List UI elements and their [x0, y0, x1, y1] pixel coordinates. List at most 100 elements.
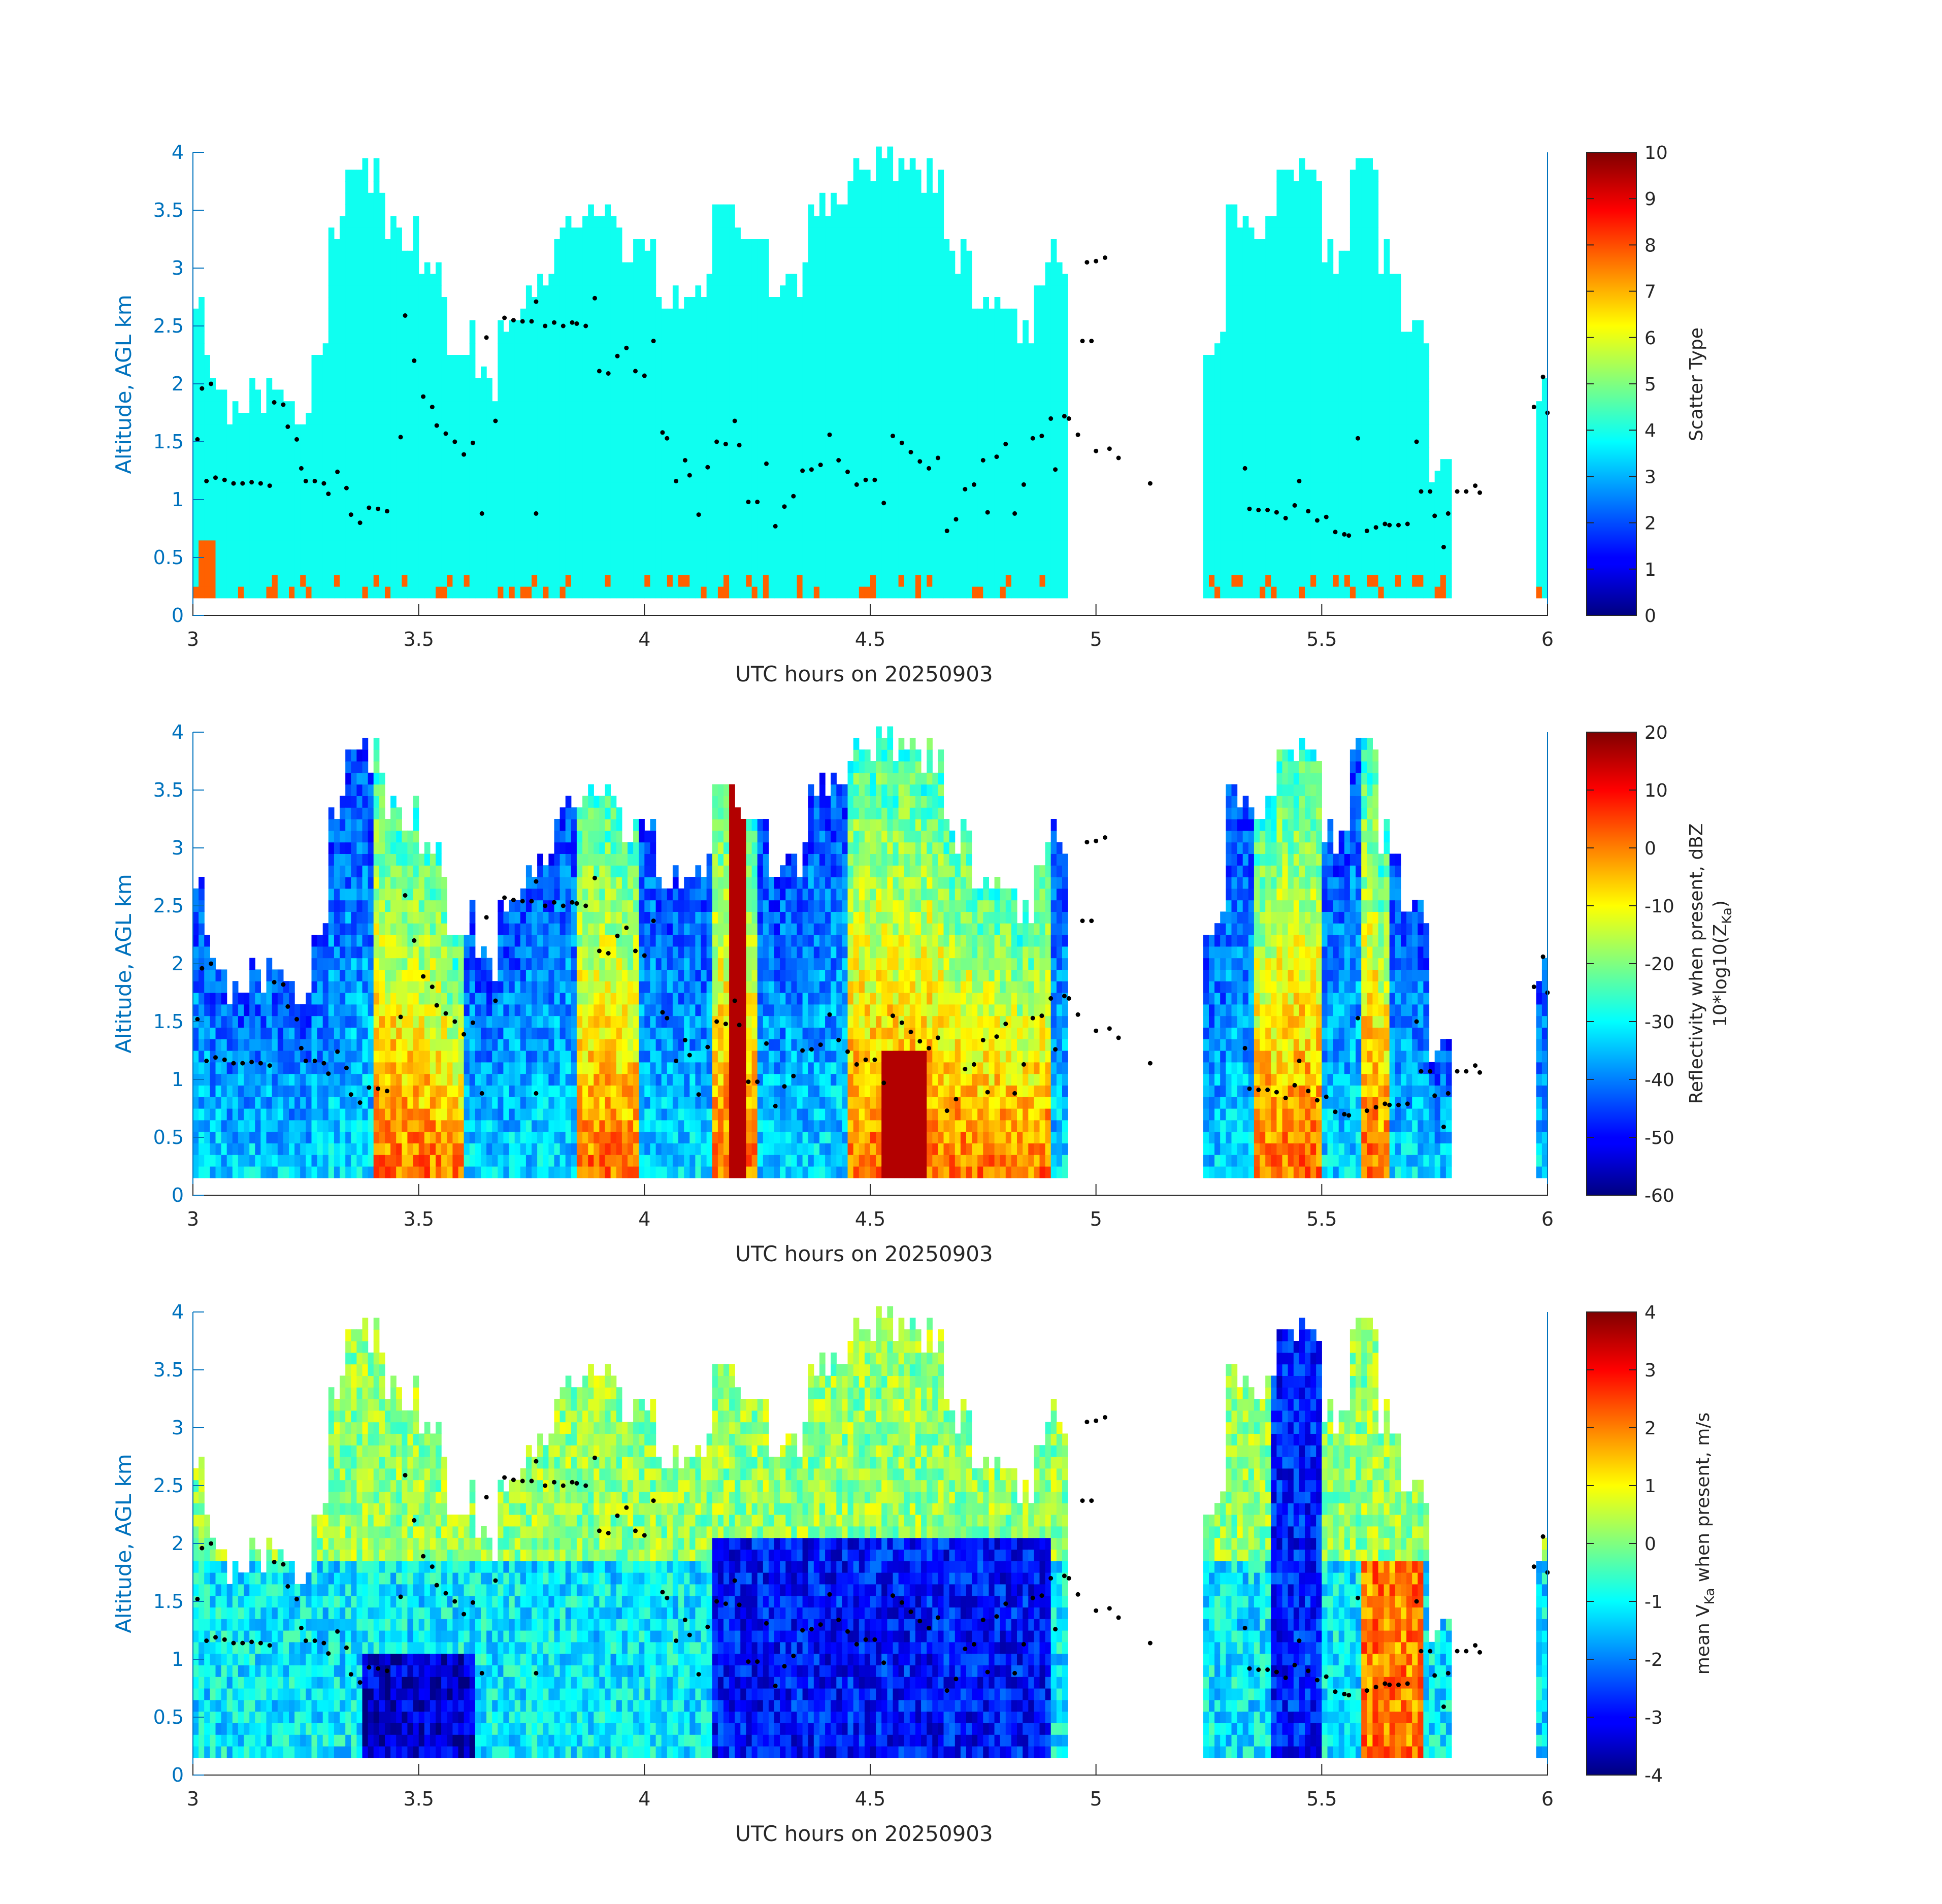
- heatmap-cell: [802, 471, 809, 483]
- heatmap-cell: [853, 540, 860, 552]
- heatmap-cell: [881, 332, 887, 344]
- heatmap-cell: [831, 285, 837, 298]
- heatmap-cell: [1242, 551, 1249, 564]
- heatmap-cell: [317, 540, 323, 552]
- heatmap-cell: [695, 494, 702, 506]
- heatmap-cell: [475, 529, 481, 541]
- heatmap-cell: [1248, 413, 1255, 425]
- heatmap-cell: [1045, 436, 1051, 448]
- heatmap-cell: [345, 320, 351, 332]
- heatmap-cell: [317, 378, 323, 390]
- heatmap-cell: [610, 227, 617, 240]
- heatmap-cell: [441, 413, 447, 425]
- heatmap-cell: [859, 355, 865, 367]
- heatmap-cell: [717, 274, 724, 286]
- heatmap-cell: [644, 517, 650, 529]
- heatmap-cell: [994, 517, 1001, 529]
- heatmap-cell: [356, 343, 363, 355]
- heatmap-cell: [842, 494, 848, 506]
- heatmap-cell: [430, 529, 436, 541]
- heatmap-cell: [876, 586, 882, 599]
- heatmap-cell: [402, 343, 408, 355]
- heatmap-cell: [532, 389, 538, 402]
- heatmap-cell: [1260, 529, 1266, 541]
- heatmap-cell: [458, 586, 465, 599]
- heatmap-cell: [452, 540, 459, 552]
- heatmap-cell: [780, 297, 786, 309]
- heatmap-cell: [729, 575, 735, 587]
- heatmap-cell: [390, 586, 397, 599]
- heatmap-cell: [441, 424, 447, 437]
- heatmap-cell: [876, 505, 882, 517]
- heatmap-cell: [1050, 343, 1057, 355]
- heatmap-cell: [594, 401, 600, 413]
- heatmap-cell: [1226, 505, 1232, 517]
- heatmap-cell: [610, 285, 617, 298]
- heatmap-cell: [537, 355, 543, 367]
- heatmap-cell: [464, 551, 470, 564]
- heatmap-cell: [1254, 250, 1260, 263]
- heatmap-cell: [1062, 389, 1068, 402]
- heatmap-cell: [1045, 332, 1051, 344]
- heatmap-cell: [317, 424, 323, 437]
- heatmap-cell: [441, 436, 447, 448]
- heatmap-cell: [864, 586, 871, 599]
- heatmap-cell: [317, 505, 323, 517]
- heatmap-cell: [909, 436, 916, 448]
- heatmap-cell: [532, 471, 538, 483]
- heatmap-cell: [678, 413, 684, 425]
- heatmap-cell: [938, 459, 944, 471]
- heatmap-cell: [943, 297, 950, 309]
- heatmap-cell: [311, 401, 318, 413]
- heatmap-cell: [989, 529, 995, 541]
- heatmap-cell: [1045, 517, 1051, 529]
- heatmap-cell: [893, 332, 899, 344]
- heatmap-cell: [735, 378, 741, 390]
- heatmap-cell: [379, 227, 385, 240]
- heatmap-cell: [633, 529, 639, 541]
- heatmap-cell: [876, 239, 882, 251]
- heatmap-cell: [385, 262, 391, 274]
- heatmap-cell: [1209, 563, 1215, 575]
- heatmap-cell: [317, 413, 323, 425]
- heatmap-cell: [232, 494, 239, 506]
- heatmap-cell: [932, 413, 938, 425]
- heatmap-cell: [588, 563, 594, 575]
- heatmap-cell: [503, 413, 510, 425]
- heatmap-cell: [373, 378, 380, 390]
- heatmap-cell: [689, 389, 696, 402]
- heatmap-cell: [853, 320, 860, 332]
- heatmap-cell: [639, 517, 645, 529]
- heatmap-cell: [1039, 308, 1046, 321]
- heatmap-cell: [943, 447, 950, 459]
- heatmap-cell: [525, 297, 532, 309]
- heatmap-cell: [266, 459, 273, 471]
- heatmap-cell: [938, 494, 944, 506]
- heatmap-cell: [943, 517, 950, 529]
- heatmap-cell: [831, 459, 837, 471]
- heatmap-cell: [441, 343, 447, 355]
- heatmap-cell: [436, 401, 442, 413]
- heatmap-cell: [678, 471, 684, 483]
- heatmap-cell: [893, 297, 899, 309]
- heatmap-cell: [989, 401, 995, 413]
- heatmap-cell: [1050, 401, 1057, 413]
- heatmap-cell: [701, 447, 707, 459]
- heatmap-cell: [723, 575, 730, 587]
- heatmap-cell: [345, 332, 351, 344]
- heatmap-cell: [808, 204, 814, 216]
- heatmap-cell: [938, 540, 944, 552]
- heatmap-cell: [831, 239, 837, 251]
- heatmap-cell: [1056, 424, 1063, 437]
- heatmap-cell: [1265, 355, 1271, 367]
- heatmap-cell: [520, 563, 526, 575]
- heatmap-cell: [486, 378, 492, 390]
- heatmap-cell: [1310, 378, 1316, 390]
- heatmap-cell: [232, 505, 239, 517]
- heatmap-cell: [1288, 586, 1294, 599]
- heatmap-cell: [644, 274, 650, 286]
- heatmap-cell: [938, 192, 944, 205]
- heatmap-cell: [661, 459, 668, 471]
- heatmap-cell: [813, 274, 820, 286]
- heatmap-cell: [701, 471, 707, 483]
